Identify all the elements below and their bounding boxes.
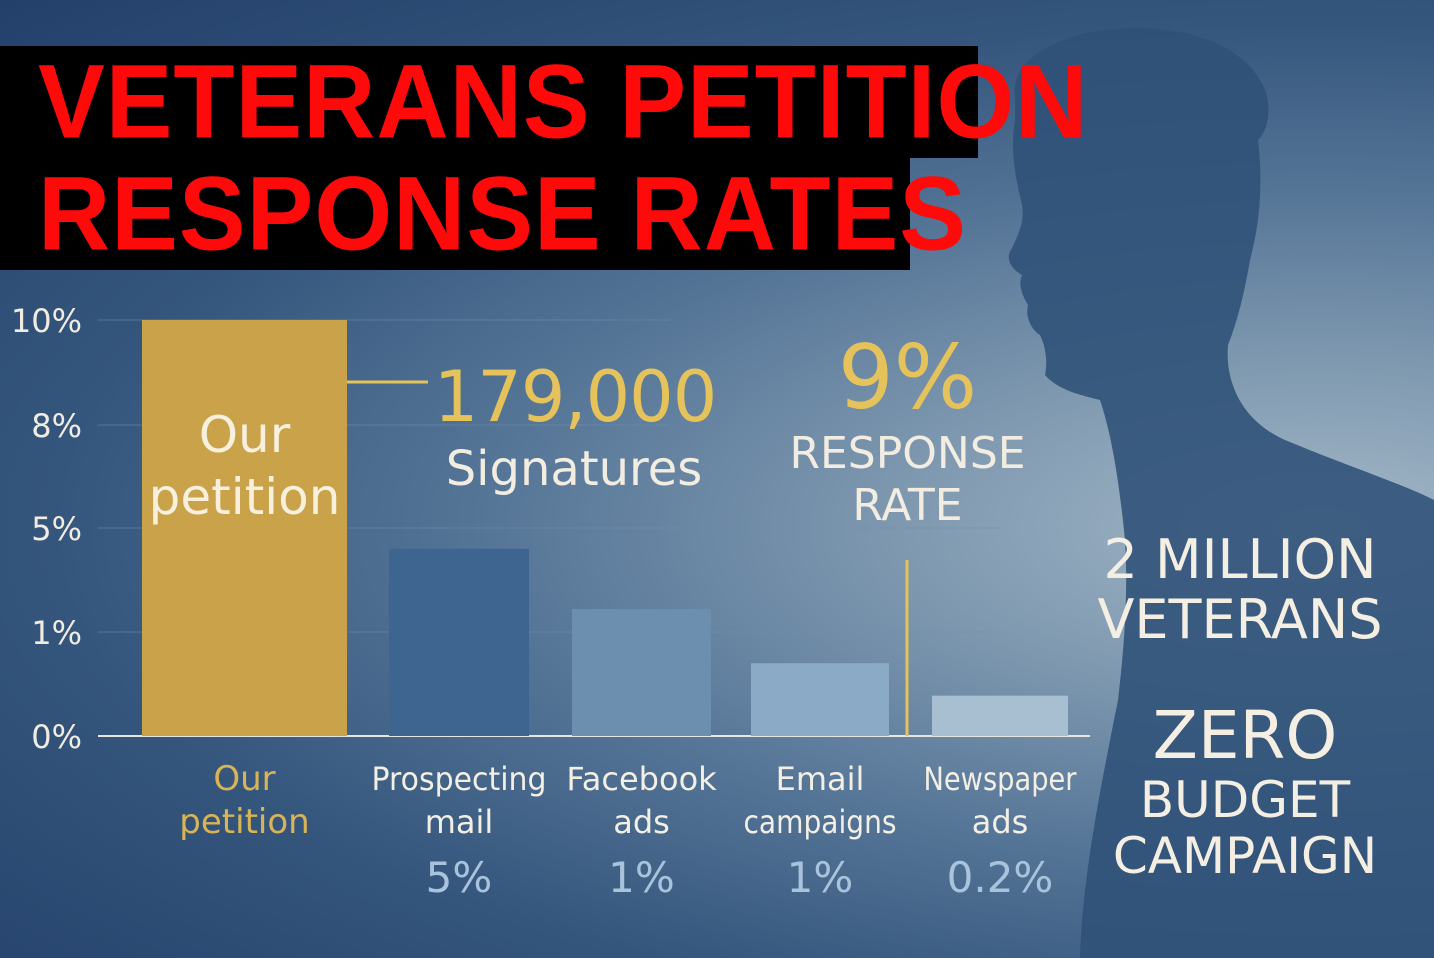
- signatures-annotation: 179,000 Signatures: [430, 355, 720, 499]
- y-tick-label: 1%: [31, 614, 82, 652]
- category-label: mail: [425, 803, 494, 841]
- chart-title-line-1: VETERANS PETITION: [38, 43, 1089, 161]
- veterans-fact: 2 MILLION VETERANS: [1075, 530, 1405, 650]
- bar-1: [389, 548, 529, 736]
- y-tick-label: 5%: [31, 510, 82, 548]
- bar-0: [142, 320, 347, 736]
- value-label: 5%: [426, 853, 493, 902]
- category-label: Prospecting: [372, 760, 547, 798]
- bar-inner-label: Our: [199, 406, 291, 464]
- category-label: Our: [213, 759, 275, 799]
- y-tick-label: 8%: [31, 407, 82, 445]
- bar-3: [751, 663, 889, 736]
- signatures-number: 179,000: [433, 356, 717, 438]
- bar-2: [572, 609, 711, 736]
- signatures-label: Signatures: [445, 441, 703, 497]
- response-rate-annotation: 9% RESPONSE RATE: [770, 328, 1045, 532]
- veterans-fact-line-2: VETERANS: [1097, 588, 1383, 651]
- bar-inner-label: petition: [149, 468, 341, 526]
- value-label: 1%: [787, 853, 854, 902]
- category-label: Newspaper: [924, 760, 1078, 798]
- budget-fact: ZERO BUDGET CAMPAIGN: [1085, 697, 1405, 885]
- category-label: campaigns: [744, 803, 897, 841]
- value-label: 1%: [608, 853, 675, 902]
- response-rate-number: 9%: [837, 326, 978, 429]
- response-rate-label-2: RATE: [852, 480, 963, 531]
- category-label: petition: [179, 802, 309, 842]
- category-label: ads: [613, 803, 670, 841]
- title-line-1-box: VETERANS PETITION: [0, 43, 1089, 161]
- response-rate-label-1: RESPONSE: [789, 428, 1026, 479]
- category-label: ads: [972, 803, 1029, 841]
- chart-title-line-2: RESPONSE RATES: [38, 155, 967, 273]
- veterans-fact-line-1: 2 MILLION: [1103, 528, 1377, 591]
- category-label: Facebook: [566, 760, 717, 798]
- budget-fact-line-1: ZERO: [1152, 697, 1338, 774]
- value-label: 0.2%: [947, 853, 1054, 902]
- category-label: Email: [776, 760, 865, 798]
- budget-fact-line-2: BUDGET: [1139, 771, 1351, 829]
- y-tick-label: 0%: [31, 718, 82, 756]
- bar-4: [932, 695, 1068, 736]
- title-line-2-box: RESPONSE RATES: [0, 155, 967, 273]
- y-tick-label: 10%: [11, 302, 82, 340]
- budget-fact-line-3: CAMPAIGN: [1112, 827, 1378, 885]
